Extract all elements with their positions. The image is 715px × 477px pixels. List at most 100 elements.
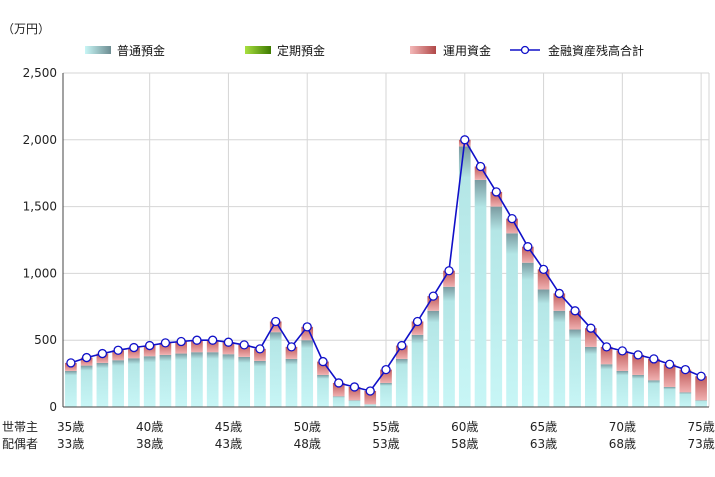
bar-deposit [301, 340, 314, 407]
legend: 普通預金 定期預金 運用資金 金融資産残高合計 [85, 43, 644, 58]
bar-deposit [128, 358, 140, 407]
bar-deposit [411, 334, 424, 407]
x-tick-label-spouse: 38歳 [136, 437, 163, 451]
x-tick-label-householder: 65歳 [530, 420, 557, 434]
axes: 0 500 1,000 1,500 2,000 2,500 35歳 33歳 40歳 38歳 45歳 4… [23, 66, 715, 451]
bars [65, 139, 707, 408]
total-point [208, 335, 218, 345]
bar-deposit [506, 233, 518, 407]
legend-swatch-fixed [245, 46, 271, 54]
bar-investment [663, 364, 676, 387]
total-line [66, 135, 706, 396]
bar-investment [632, 354, 644, 375]
x-tick-label-spouse: 73歳 [687, 437, 714, 451]
total-point [192, 335, 202, 345]
bar-investment [490, 191, 503, 207]
total-point [412, 316, 423, 327]
bar-investment [616, 350, 629, 371]
bar-deposit [348, 400, 361, 407]
bar-investment [159, 342, 172, 355]
bar-deposit [395, 358, 408, 407]
x-tick-label-householder: 50歳 [294, 420, 321, 434]
bar-investment [411, 321, 424, 335]
x-tick-label-spouse: 63歳 [530, 437, 557, 451]
bar-investment [317, 361, 329, 375]
y-tick-label: 1,000 [23, 266, 57, 280]
bar-investment [285, 346, 298, 359]
bar-investment [143, 345, 156, 357]
x-tick-label-householder: 45歳 [215, 420, 242, 434]
total-point [318, 356, 328, 367]
legend-swatch-total-marker [520, 45, 530, 55]
total-point [176, 336, 186, 347]
bar-investment [695, 376, 707, 401]
bar-deposit [364, 404, 377, 407]
bar-investment [584, 328, 597, 347]
bar-deposit [695, 400, 707, 407]
bar-deposit [380, 382, 392, 407]
total-point [554, 288, 564, 299]
bar-deposit [285, 358, 298, 407]
bar-investment [332, 382, 345, 397]
bar-deposit [96, 362, 109, 407]
total-point [444, 266, 454, 276]
y-tick-label: 2,000 [23, 133, 57, 147]
x-tick-label-spouse: 33歳 [57, 437, 84, 451]
bar-investment [569, 310, 581, 330]
total-point [633, 350, 643, 360]
bar-investment [222, 342, 235, 355]
bar-investment [206, 340, 219, 353]
total-point [586, 323, 596, 333]
unit-label: （万円） [2, 22, 50, 36]
bar-deposit [443, 286, 455, 407]
bar-deposit [112, 360, 124, 407]
legend-label-total: 金融資産残高合計 [548, 43, 644, 58]
bar-investment [128, 347, 140, 359]
legend-swatch-investment [410, 46, 436, 54]
total-point [538, 264, 549, 275]
total-point [334, 378, 344, 388]
x-tick-label-householder: 40歳 [136, 420, 163, 434]
total-point [523, 242, 533, 252]
bar-deposit [206, 352, 219, 407]
bar-deposit [191, 352, 203, 407]
x-tick-label-spouse: 43歳 [215, 437, 242, 451]
bar-investment [112, 350, 124, 361]
legend-label-fixed: 定期預金 [277, 43, 325, 58]
total-point [475, 161, 486, 172]
bar-deposit [553, 310, 566, 407]
bar-deposit [427, 310, 440, 407]
total-point [286, 342, 297, 352]
total-point [349, 382, 360, 392]
bar-investment [364, 390, 377, 405]
x-tick-label-householder: 60歳 [451, 420, 478, 434]
bar-deposit [317, 374, 329, 407]
total-point [66, 358, 76, 368]
total-point [223, 337, 234, 347]
total-point [696, 371, 706, 381]
bar-investment [301, 326, 314, 341]
total-point [239, 340, 249, 350]
total-point [160, 338, 171, 348]
bar-deposit [679, 392, 692, 407]
legend-swatch-deposit [85, 46, 111, 54]
total-point [302, 322, 312, 332]
bar-deposit [474, 179, 487, 407]
bar-investment [191, 340, 203, 353]
total-point [649, 354, 659, 364]
bar-deposit [490, 206, 503, 407]
bar-investment [427, 296, 440, 311]
total-point [664, 359, 675, 369]
bar-investment [506, 218, 518, 234]
y-tick-label: 1,500 [23, 200, 57, 214]
bar-investment [269, 321, 282, 333]
bar-deposit [537, 289, 550, 407]
bar-deposit [632, 374, 644, 407]
total-point [129, 342, 139, 353]
total-point [428, 291, 438, 301]
bar-deposit [521, 262, 534, 407]
total-point [570, 306, 580, 316]
bar-deposit [584, 346, 597, 407]
total-point [381, 364, 391, 375]
total-point [491, 187, 501, 197]
